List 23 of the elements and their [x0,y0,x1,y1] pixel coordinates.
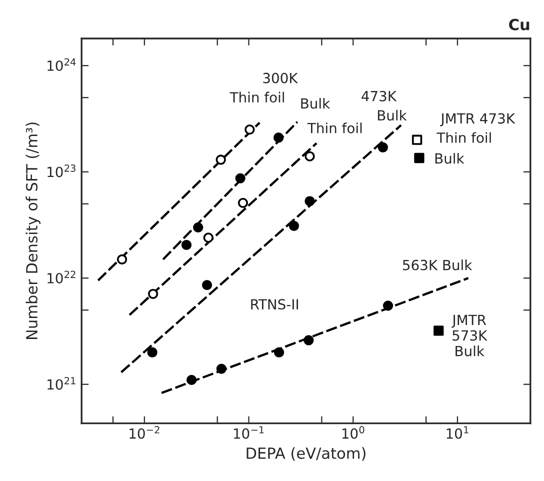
annotation: 563K Bulk [402,260,472,270]
y-tick-label: 10$^{23}$ [48,164,76,178]
x-tick-label: 10$^{1}$ [446,426,468,439]
y-axis-title: Number Density of SFT (/m³) [26,122,40,339]
annotation: JMTR 573K Bulk [452,314,488,356]
chart-title: Cu [509,18,530,30]
annotation: Thin foil [307,122,362,134]
annotation: Bulk [378,110,407,121]
annotation: JMTR 473K [440,113,516,126]
annotation: Bulk [435,152,464,164]
annotation: Bulk [301,98,330,109]
x-tick-label: 10$^{−2}$ [130,426,160,439]
x-tick-label: 10$^{0}$ [342,426,364,439]
x-tick-label: 10$^{−1}$ [234,426,264,439]
x-axis-title: DEPA (eV/atom) [246,447,366,461]
y-tick-label: 10$^{21}$ [48,376,76,390]
y-tick-label: 10$^{24}$ [48,58,76,71]
y-tick-label: 10$^{22}$ [48,270,76,284]
annotation: RTNS-II [251,299,298,310]
annotation: Thin foil [436,132,491,143]
annotation: 473K [362,90,397,102]
annotation: 300K [263,72,298,84]
annotation: Thin foil [230,92,284,103]
